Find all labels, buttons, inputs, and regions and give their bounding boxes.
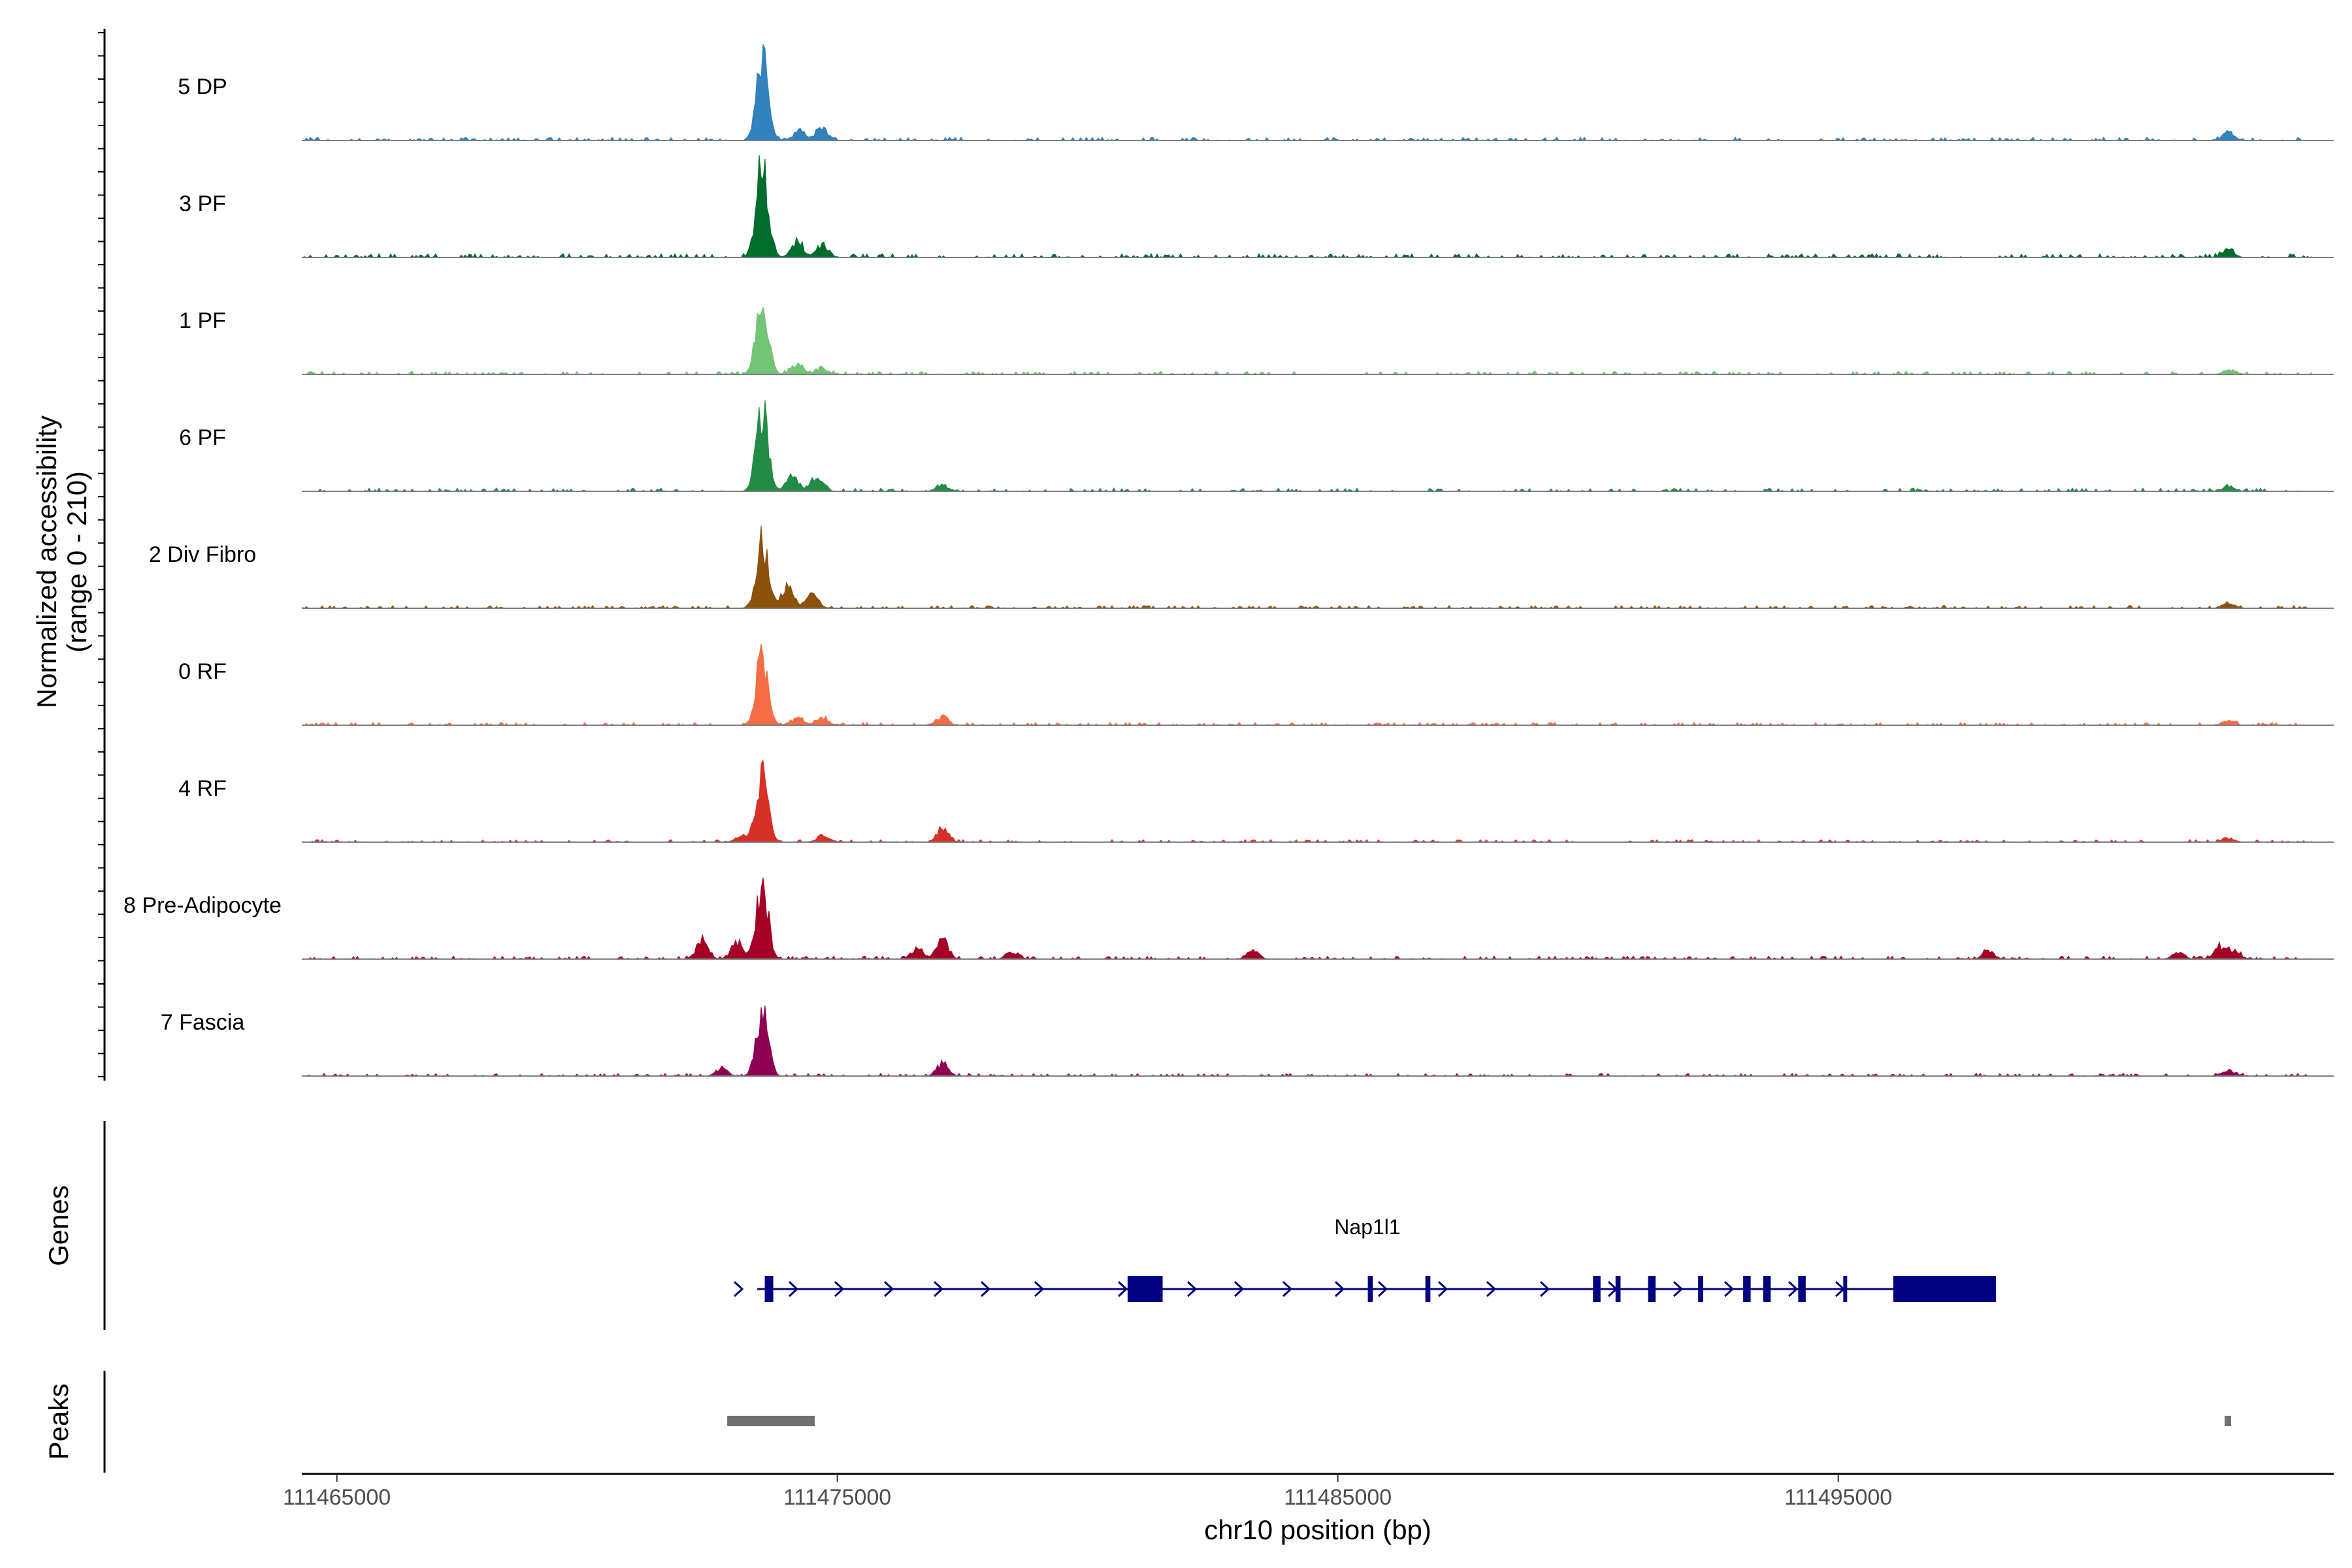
- gene-exon: [1698, 1276, 1703, 1302]
- gene-exon: [1798, 1276, 1806, 1302]
- genes-track-label: Genes: [43, 1185, 74, 1266]
- x-axis: 111465000 111475000 111485000 111495000: [283, 1473, 2334, 1510]
- gene-exon: [1593, 1276, 1601, 1302]
- x-tick-label: 111465000: [283, 1485, 391, 1510]
- track-3-pf: 3 PF: [179, 155, 2334, 259]
- gene-strand-arrow: [1334, 1281, 1345, 1298]
- gene-exon: [1893, 1276, 1996, 1302]
- peak-region: [2225, 1416, 2232, 1426]
- gene-strand-arrow: [834, 1281, 845, 1298]
- track-label: 4 RF: [178, 776, 227, 801]
- gene-exon: [1648, 1276, 1656, 1302]
- gene-strand-arrow: [1607, 1281, 1618, 1298]
- gene-exon: [1615, 1276, 1621, 1302]
- gene-strand-arrow: [1233, 1281, 1245, 1298]
- gene-exon: [1763, 1276, 1771, 1302]
- track-label: 5 DP: [178, 74, 227, 99]
- y-axis-title-line1: Normalized accessibility: [31, 416, 62, 708]
- y-axis-title-line2: (range 0 - 210): [61, 471, 92, 653]
- track-4-rf: 4 RF: [178, 759, 2334, 843]
- gene-strand-arrow: [1377, 1281, 1388, 1298]
- gene-strand-arrow: [1673, 1281, 1684, 1298]
- coverage-tracks: 5 DP 3 PF 1 PF 6 PF 2 Div Fibro 0 RF 4 RF 8 Pre…: [123, 44, 2334, 1077]
- gene-strand-arrow: [1539, 1281, 1550, 1298]
- y-axis: [98, 29, 106, 1081]
- gene-exon: [1843, 1276, 1848, 1302]
- x-tick-label: 111475000: [783, 1485, 891, 1510]
- gene-strand-arrow: [1788, 1281, 1799, 1298]
- x-tick-label: 111485000: [1284, 1485, 1392, 1510]
- gene-strand-arrow: [980, 1281, 991, 1298]
- track-label: 8 Pre-Adipocyte: [123, 893, 282, 918]
- track-5-dp: 5 DP: [178, 44, 2334, 141]
- peaks-track-label: Peaks: [43, 1384, 74, 1460]
- track-2-div-fibro: 2 Div Fibro: [149, 525, 2334, 609]
- track-label: 1 PF: [179, 308, 226, 333]
- gene-strand-arrow: [1723, 1281, 1735, 1298]
- track-label: 6 PF: [179, 425, 226, 450]
- track-8-pre-adipocyte: 8 Pre-Adipocyte: [123, 877, 2334, 960]
- track-label: 3 PF: [179, 191, 226, 216]
- gene-exon: [764, 1276, 774, 1302]
- gene-strand-arrow: [1282, 1281, 1293, 1298]
- track-7-fascia: 7 Fascia: [161, 1005, 2334, 1077]
- gene-strand-arrow: [1486, 1281, 1497, 1298]
- gene-exon: [1367, 1276, 1373, 1302]
- peak-region: [727, 1416, 815, 1426]
- gene-strand-arrow: [883, 1281, 894, 1298]
- track-6-pf: 6 PF: [179, 400, 2334, 492]
- track-0-rf: 0 RF: [178, 644, 2334, 726]
- gene-strand-arrow: [933, 1281, 944, 1298]
- gene-strand-arrow: [1034, 1281, 1045, 1298]
- genes-track: Genes Nap1l1: [43, 1121, 1996, 1330]
- track-label: 0 RF: [178, 659, 227, 684]
- gene-strand-arrow: [1186, 1281, 1198, 1298]
- gene-exon: [1425, 1276, 1431, 1302]
- gene-exon: [1127, 1276, 1163, 1302]
- gene-strand-arrow: [1117, 1281, 1128, 1298]
- track-1-pf: 1 PF: [179, 306, 2334, 375]
- track-label: 2 Div Fibro: [149, 542, 256, 567]
- gene-strand-arrow: [788, 1281, 799, 1298]
- peaks-track: Peaks: [43, 1371, 2232, 1473]
- gene-strand-arrow: [1437, 1281, 1448, 1298]
- gene-strand-arrow: [733, 1281, 744, 1298]
- gene-strand-arrow: [1835, 1281, 1846, 1298]
- gene-name-label: Nap1l1: [1334, 1215, 1400, 1239]
- x-axis-title: chr10 position (bp): [1204, 1514, 1431, 1545]
- x-tick-label: 111495000: [1784, 1485, 1892, 1510]
- gene-exon: [1743, 1276, 1751, 1302]
- track-label: 7 Fascia: [161, 1010, 245, 1035]
